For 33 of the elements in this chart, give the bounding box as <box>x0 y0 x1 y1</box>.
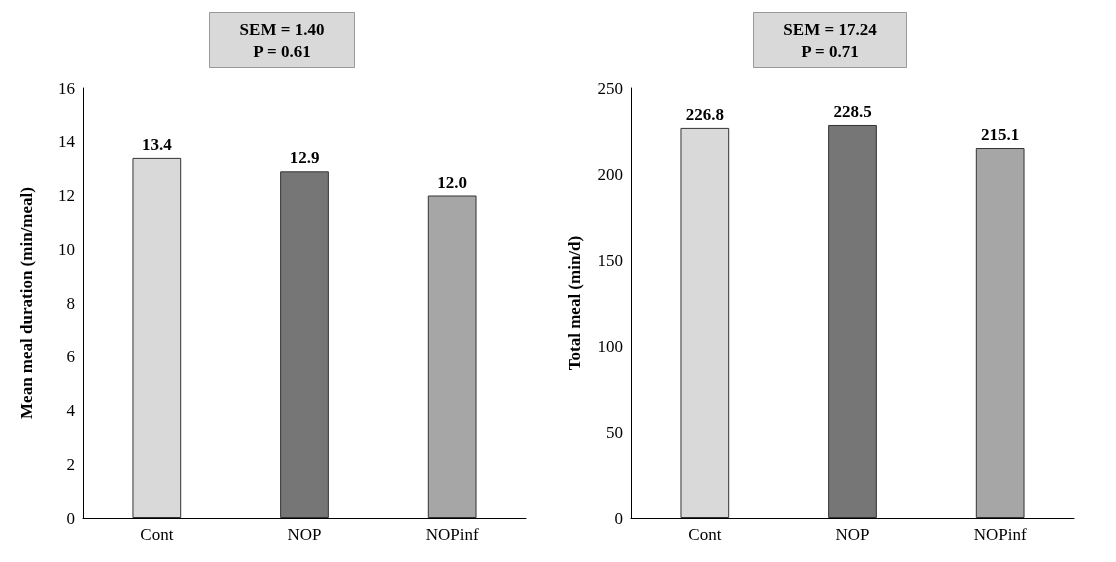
y-tick-label: 50 <box>606 422 623 442</box>
y-tick-label: 0 <box>614 508 623 528</box>
y-axis-title: Mean meal duration (min/meal) <box>17 187 36 419</box>
data-label: 226.8 <box>685 104 724 124</box>
y-tick-label: 14 <box>58 132 76 152</box>
y-tick-label: 100 <box>597 336 623 356</box>
x-tick-label: Cont <box>140 525 174 544</box>
data-label: 12.0 <box>437 172 468 192</box>
y-tick-label: 6 <box>66 347 75 367</box>
x-tick-label: NOPinf <box>425 525 479 544</box>
data-label: 215.1 <box>981 125 1020 145</box>
text: P = 0.61 <box>253 41 311 61</box>
text: P = 0.71 <box>801 41 859 61</box>
data-label: 12.9 <box>289 148 320 168</box>
y-tick-label: 250 <box>597 78 623 98</box>
y-axis-title: Total meal (min/d) <box>565 235 584 371</box>
x-tick-label: Cont <box>688 525 722 544</box>
x-tick-label: NOP <box>287 525 322 544</box>
y-tick-label: 150 <box>597 250 623 270</box>
data-label: 13.4 <box>141 134 173 154</box>
y-tick-label: 12 <box>58 186 75 205</box>
y-tick-label: 4 <box>66 401 76 420</box>
y-tick-label: 200 <box>597 164 623 184</box>
text: SEM = 1.40 <box>239 19 325 39</box>
x-tick-label: NOPinf <box>973 525 1027 544</box>
y-tick-label: 16 <box>58 78 75 98</box>
y-tick-label: 8 <box>66 293 75 313</box>
text: SEM = 17.24 <box>783 19 878 39</box>
data-label: 228.5 <box>833 101 872 121</box>
y-tick-label: 10 <box>58 239 75 259</box>
y-tick-label: 0 <box>66 508 75 528</box>
y-tick-label: 2 <box>66 454 75 474</box>
x-tick-label: NOP <box>835 525 870 544</box>
